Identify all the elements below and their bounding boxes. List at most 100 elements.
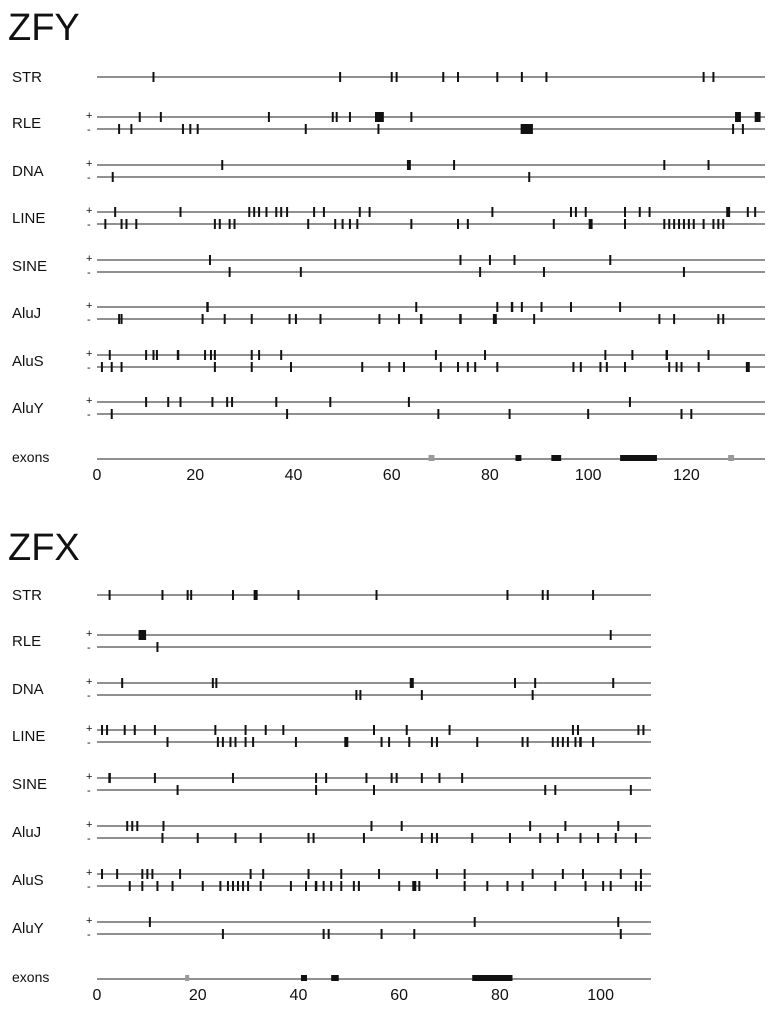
repeat-element-mark [484, 350, 487, 360]
track-rle: RLE + - [12, 628, 651, 654]
repeat-element-mark [690, 409, 693, 419]
minus-strand-mark: - [87, 833, 91, 845]
repeat-element-mark [141, 881, 144, 891]
repeat-element-mark [282, 725, 285, 735]
plus-strand-mark: + [86, 395, 92, 407]
repeat-element-mark [408, 737, 411, 747]
repeat-element-mark [491, 207, 494, 217]
repeat-element-mark [373, 785, 375, 795]
repeat-element-mark [375, 112, 384, 122]
repeat-element-mark [463, 869, 466, 879]
repeat-element-mark [249, 869, 252, 879]
repeat-element-mark [496, 302, 499, 312]
repeat-element-mark [327, 929, 330, 939]
minus-strand-mark: - [87, 881, 91, 893]
repeat-element-mark [253, 590, 258, 600]
repeat-element-mark [156, 642, 159, 652]
repeat-element-mark [576, 725, 579, 735]
repeat-element-mark [754, 112, 761, 122]
repeat-element-mark [390, 72, 393, 82]
repeat-element-mark [108, 590, 111, 600]
repeat-element-mark [155, 350, 158, 360]
repeat-element-mark [520, 302, 523, 312]
repeat-element-mark [252, 737, 255, 747]
repeat-element-mark [663, 160, 666, 170]
track-str: STR [12, 587, 651, 604]
repeat-element-mark [221, 737, 224, 747]
repeat-element-mark [250, 350, 253, 360]
repeat-element-mark [361, 362, 364, 372]
repeat-element-mark [430, 737, 433, 747]
repeat-element-mark [642, 725, 645, 735]
repeat-element-mark [521, 881, 524, 891]
repeat-element-mark [639, 881, 642, 891]
repeat-element-mark [638, 207, 641, 217]
repeat-element-mark [569, 207, 572, 217]
repeat-element-mark [229, 737, 232, 747]
track-label: AluS [12, 353, 44, 370]
repeat-element-mark [221, 929, 224, 939]
track-alus: AluS + - [12, 348, 765, 374]
repeat-element-mark [146, 869, 149, 879]
repeat-element-mark [388, 737, 391, 747]
plus-strand-mark: + [86, 915, 92, 927]
track-aluj: AluJ + - [12, 819, 651, 845]
repeat-element-mark [234, 833, 237, 843]
minus-strand-mark: - [87, 929, 91, 941]
repeat-element-mark [151, 869, 154, 879]
plus-strand-mark: + [86, 723, 92, 735]
x-tick-label: 0 [93, 467, 102, 484]
repeat-element-mark [687, 219, 690, 229]
plus-strand-mark: + [86, 771, 92, 783]
repeat-element-mark [546, 590, 549, 600]
repeat-element-mark [133, 725, 136, 735]
repeat-element-mark [619, 869, 622, 879]
track-label: STR [12, 587, 42, 604]
repeat-element-mark [352, 881, 355, 891]
repeat-element-mark [362, 833, 365, 843]
minus-strand-mark: - [87, 314, 91, 326]
repeat-element-mark [520, 72, 523, 82]
repeat-element-mark [223, 314, 226, 324]
repeat-element-mark [435, 833, 438, 843]
repeat-element-mark [322, 881, 325, 891]
exon-block [185, 975, 190, 981]
repeat-element-mark [128, 881, 131, 891]
repeat-element-mark [754, 207, 757, 217]
repeat-element-mark [545, 72, 548, 82]
repeat-element-mark [218, 219, 221, 229]
track-sine: SINE + - [12, 253, 765, 279]
repeat-element-mark [398, 314, 401, 324]
repeat-element-mark [584, 207, 587, 217]
repeat-element-mark [171, 881, 174, 891]
repeat-element-mark [189, 124, 192, 134]
plus-strand-mark: + [86, 819, 92, 831]
repeat-element-mark [582, 869, 585, 879]
repeat-element-mark [619, 302, 622, 312]
exons-track: exons [12, 449, 765, 465]
x-tick-label: 20 [186, 467, 204, 484]
repeat-element-mark [407, 397, 410, 407]
panel-zfy: ZFY STR RLE + - DNA + - LINE + - SINE + - AluJ + - AluS +… [8, 7, 765, 484]
plus-strand-mark: + [86, 205, 92, 217]
minus-strand-mark: - [87, 737, 91, 749]
track-label: STR [12, 69, 42, 86]
repeat-element-mark [554, 881, 557, 891]
repeat-element-mark [358, 207, 361, 217]
repeat-element-mark [539, 833, 542, 843]
repeat-element-mark [398, 881, 401, 891]
exons-track: exons [12, 969, 651, 985]
repeat-element-mark [153, 773, 156, 783]
repeat-element-mark [179, 397, 182, 407]
repeat-element-mark [419, 314, 423, 324]
x-tick-label: 60 [383, 467, 401, 484]
repeat-element-mark [305, 881, 308, 891]
repeat-element-mark [253, 207, 256, 217]
track-label: AluJ [12, 824, 41, 841]
repeat-element-mark [634, 833, 637, 843]
exons-label: exons [12, 969, 49, 985]
repeat-element-mark [609, 630, 612, 640]
repeat-element-mark [412, 881, 417, 891]
plus-strand-mark: + [86, 867, 92, 879]
x-axis: 0 20 40 60 80 100 [93, 987, 615, 1004]
